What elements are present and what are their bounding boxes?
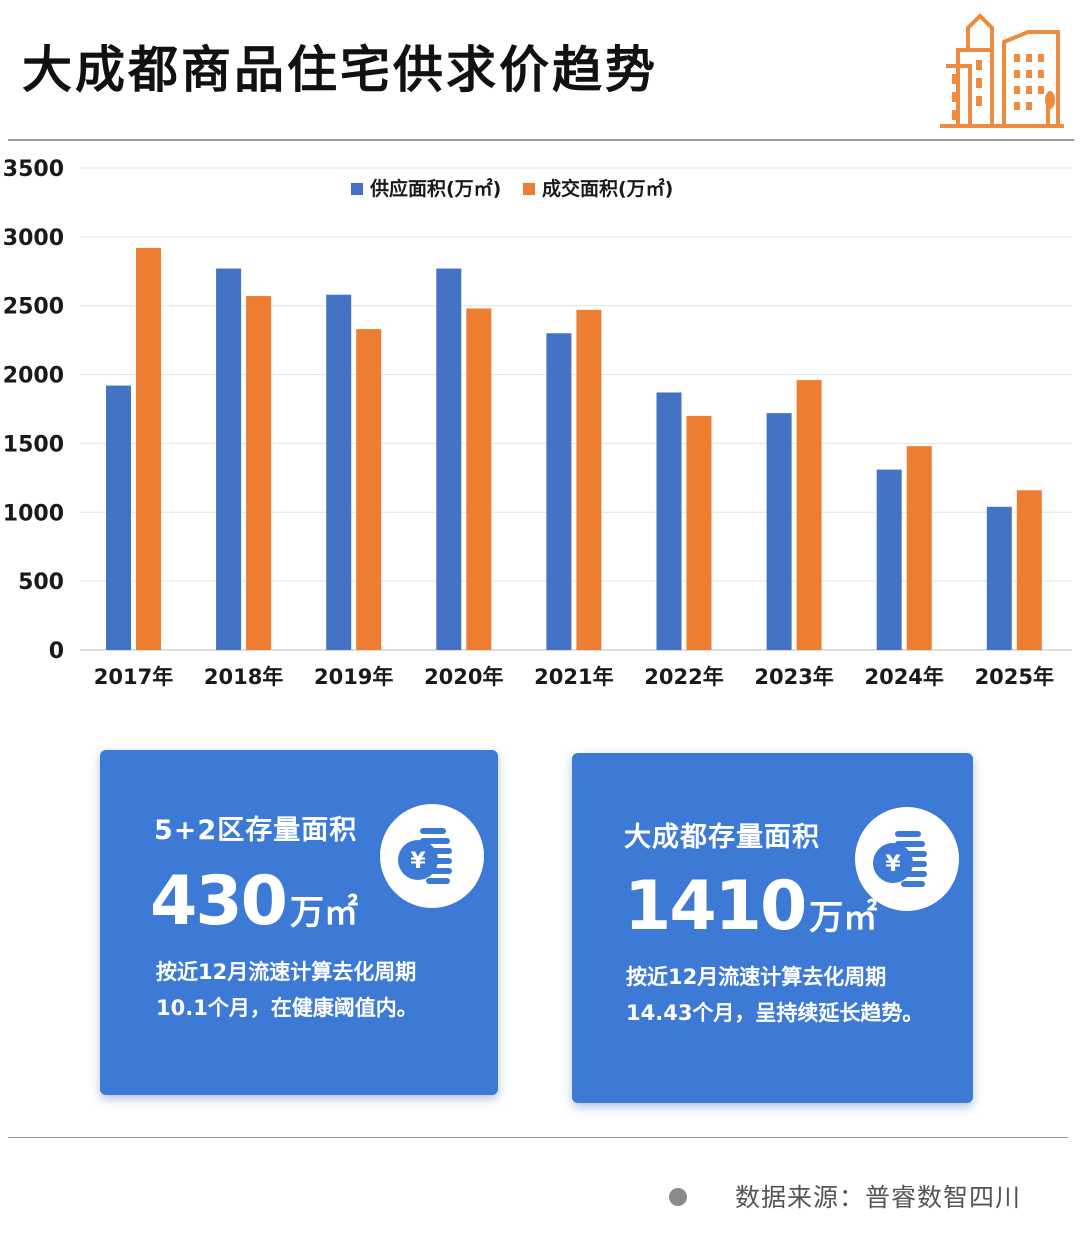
header-divider bbox=[8, 139, 1074, 141]
bar-supply-2022年 bbox=[656, 392, 682, 650]
legend-swatch-deal bbox=[523, 183, 535, 195]
stock-card-5plus2: 5+2区存量面积 430 万㎡ 按近12月流速计算去化周期10.1个月，在健康阈值… bbox=[100, 750, 498, 1095]
x-axis: 2017年 2018年 2019年 2020年 2021年 2022年 2023年 2024年… bbox=[94, 665, 1054, 689]
bar-deal-2017年 bbox=[136, 247, 161, 651]
card-label: 大成都存量面积 bbox=[624, 822, 820, 853]
svg-text:¥: ¥ bbox=[410, 849, 426, 874]
card-value-unit: 万㎡ bbox=[289, 893, 358, 933]
bar-supply-2024年 bbox=[876, 469, 902, 650]
bar-deal-2021年 bbox=[576, 309, 602, 650]
x-tick-label: 2021年 bbox=[534, 665, 613, 689]
chart-gridlines bbox=[80, 167, 1072, 651]
y-tick-label: 1500 bbox=[3, 432, 64, 457]
card-description: 按近12月流速计算去化周期14.43个月，呈持续延长趋势。 bbox=[626, 965, 924, 1025]
legend-swatch-supply bbox=[351, 183, 363, 195]
y-axis: 0 500 1000 1500 2000 2500 3000 3500 bbox=[3, 157, 64, 664]
card-value: 430 万㎡ bbox=[150, 862, 358, 941]
stock-card-greater-chengdu: 大成都存量面积 1410 万㎡ 按近12月流速计算去化周期14.43个月，呈持续延… bbox=[572, 753, 973, 1103]
chart-legend: 供应面积(万㎡) 成交面积(万㎡) bbox=[351, 177, 673, 200]
y-tick-label: 3500 bbox=[3, 157, 64, 182]
bar-supply-2018年 bbox=[216, 268, 242, 650]
y-tick-label: 500 bbox=[18, 570, 64, 595]
bar-deal-2018年 bbox=[246, 296, 272, 650]
x-tick-label: 2017年 bbox=[94, 665, 173, 689]
y-tick-label: 2500 bbox=[3, 295, 64, 320]
legend-label-supply: 供应面积(万㎡) bbox=[369, 177, 501, 200]
bar-deal-2025年 bbox=[1016, 490, 1042, 650]
x-tick-label: 2023年 bbox=[754, 665, 833, 689]
card-value-number: 430 bbox=[150, 862, 288, 941]
y-tick-label: 1000 bbox=[3, 501, 64, 526]
bar-deal-2024年 bbox=[906, 446, 932, 650]
chart-bars bbox=[106, 247, 1042, 651]
y-tick-label: 2000 bbox=[3, 364, 64, 389]
card-value: 1410 万㎡ bbox=[624, 867, 877, 946]
bar-supply-2023年 bbox=[766, 413, 792, 650]
page-title: 大成都商品住宅供求价趋势 bbox=[22, 41, 658, 99]
bar-supply-2020年 bbox=[436, 268, 462, 650]
card-description: 按近12月流速计算去化周期10.1个月，在健康阈值内。 bbox=[156, 960, 418, 1020]
legend-label-deal: 成交面积(万㎡) bbox=[542, 177, 673, 200]
bar-supply-2019年 bbox=[326, 294, 352, 650]
x-tick-label: 2022年 bbox=[644, 665, 723, 689]
footer-divider bbox=[8, 1137, 1068, 1138]
x-tick-label: 2019年 bbox=[314, 665, 393, 689]
x-tick-label: 2018年 bbox=[204, 665, 283, 689]
y-tick-label: 0 bbox=[49, 639, 64, 664]
x-tick-label: 2025年 bbox=[975, 665, 1054, 689]
source-bullet bbox=[669, 1188, 687, 1206]
bar-supply-2017年 bbox=[106, 385, 131, 650]
bar-deal-2019年 bbox=[356, 329, 382, 650]
city-buildings-icon bbox=[940, 13, 1064, 128]
card-value-unit: 万㎡ bbox=[809, 898, 878, 938]
yuan-coin-icon: ¥ bbox=[380, 804, 484, 908]
card-label: 5+2区存量面积 bbox=[154, 815, 358, 846]
x-tick-label: 2020年 bbox=[424, 665, 503, 689]
card-value-number: 1410 bbox=[624, 867, 807, 946]
bar-deal-2023年 bbox=[796, 380, 822, 650]
bar-deal-2020年 bbox=[466, 308, 492, 650]
x-tick-label: 2024年 bbox=[864, 665, 943, 689]
bar-supply-2025年 bbox=[986, 506, 1012, 650]
data-source: 数据来源：普睿数智四川 bbox=[735, 1183, 1022, 1212]
svg-text:¥: ¥ bbox=[885, 852, 901, 877]
yuan-coin-icon: ¥ bbox=[855, 807, 959, 911]
y-tick-label: 3000 bbox=[3, 226, 64, 251]
bar-supply-2021年 bbox=[546, 333, 572, 650]
bar-deal-2022年 bbox=[686, 415, 712, 650]
